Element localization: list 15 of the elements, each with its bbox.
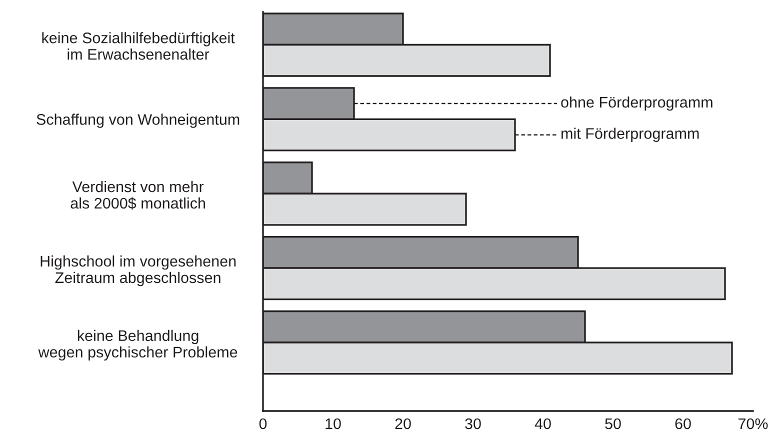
y-tick-label: Verdienst von mehr als 2000$ monatlich (70, 180, 206, 210)
x-tick-label: 70% (738, 418, 768, 430)
text: ohne Förderprogramm (561, 96, 712, 111)
x-tick-label: 60 (675, 418, 691, 430)
legend-label: mit Förderprogramm (562, 128, 699, 142)
y-tick-label: keine Sozialhilfebedürftigkeit im Erwachsenenalter (42, 32, 235, 60)
y-tick-label: Highschool im vorgesehenen Zeitraum abgeschlossen (40, 255, 236, 286)
x-tick-label: 50 (605, 418, 621, 430)
x-tick-label: 20 (395, 418, 411, 430)
y-tick-label: Schaffung von Wohneigentum (36, 114, 240, 128)
x-tick-label: 40 (534, 418, 551, 430)
x-tick-label: 30 (465, 418, 481, 430)
x-tick-label: 10 (326, 418, 341, 430)
y-tick-label: keine Behandlung wegen psychischer Probleme (38, 330, 238, 361)
x-tick-label: 0 (259, 418, 267, 430)
